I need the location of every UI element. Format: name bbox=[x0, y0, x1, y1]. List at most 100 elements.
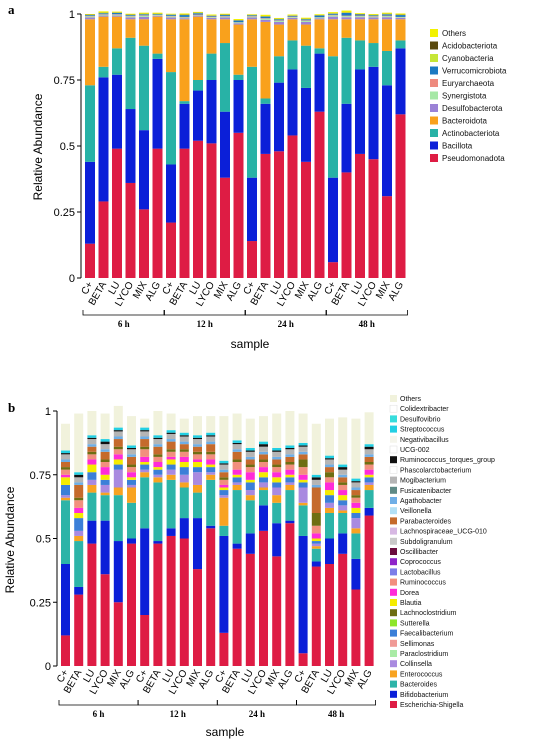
bar-segment-agathobacter bbox=[285, 454, 295, 457]
bar-segment-verrucomicrobiota bbox=[179, 15, 190, 17]
bar-segment-verrucomicrobiota bbox=[301, 19, 311, 21]
bar-segment-dorea bbox=[87, 459, 97, 465]
bar-segment-mogibacterium bbox=[153, 439, 163, 445]
bar-segment-ruminococcus bbox=[364, 464, 374, 470]
bar-segment-blautia bbox=[87, 464, 97, 473]
bar-segment-dorea bbox=[61, 474, 70, 478]
bar-segment-parabacteroides bbox=[193, 446, 202, 452]
bar-segment-bifidobacterium bbox=[298, 535, 308, 654]
bar-segment-enterococcus bbox=[338, 510, 348, 513]
bar-segment-faecalibacterium bbox=[219, 490, 229, 496]
bar-segment-lachnoclostridium bbox=[338, 482, 348, 485]
bar-segment-actinobacteriota bbox=[139, 45, 149, 131]
bar-segment-others bbox=[301, 17, 311, 19]
bar-segment-mogibacterium bbox=[179, 436, 189, 442]
legend-swatch bbox=[390, 497, 397, 504]
bar-segment-dorea bbox=[206, 459, 216, 465]
bar-segment-collinsella bbox=[311, 543, 321, 547]
bar-segment-others bbox=[328, 12, 338, 14]
bar-segment-pseudomonadota bbox=[98, 201, 109, 278]
bar-segment-dorea bbox=[364, 469, 374, 475]
bar-segment-streptococcus bbox=[272, 447, 282, 451]
bar-segment-pseudomonadota bbox=[233, 132, 244, 278]
bar-segment-agathobacter bbox=[193, 444, 202, 447]
bar-segment-escherichia-shigella bbox=[232, 548, 242, 666]
bar-segment-desulfobacterota bbox=[112, 15, 122, 17]
bar-segment-blautia bbox=[259, 472, 268, 478]
bar-segment-faecalibacterium bbox=[166, 464, 176, 470]
bar-segment-bacillota bbox=[287, 69, 298, 136]
legend-swatch bbox=[390, 558, 397, 566]
legend-label: Bacteroides bbox=[400, 682, 437, 689]
bar-segment-euryarchaeota bbox=[98, 14, 109, 15]
group-label: 6 h bbox=[93, 709, 105, 719]
bar-segment-bacteroides bbox=[232, 490, 242, 544]
bar-segment-escherichia-shigella bbox=[298, 653, 308, 666]
bar-segment-mogibacterium bbox=[140, 431, 150, 437]
bar-segment-ruminococcus bbox=[179, 451, 189, 457]
bar-segment-desulfobacterota bbox=[98, 15, 109, 17]
bar-segment-verrucomicrobiota bbox=[139, 14, 149, 16]
legend-label: Sellimonas bbox=[400, 641, 435, 648]
bar-segment-desulfobacterota bbox=[220, 17, 230, 20]
bar-segment-lachnoclostridium bbox=[272, 464, 282, 468]
bar-segment-dorea bbox=[113, 454, 123, 460]
bar-segment-ruminococcus bbox=[232, 462, 242, 470]
bar-segment-lachnoclostridium bbox=[153, 454, 163, 457]
bar-segment-escherichia-shigella bbox=[285, 523, 295, 666]
group-bracket bbox=[325, 310, 408, 316]
bar-segment-blautia bbox=[325, 490, 334, 496]
legend-label: Pseudomonadota bbox=[442, 154, 505, 163]
legend-swatch-bacteroidota bbox=[430, 116, 438, 125]
legend-label: Veillonella bbox=[400, 508, 432, 515]
bar-segment-collinsella bbox=[272, 487, 282, 496]
bar-segment-escherichia-shigella bbox=[100, 574, 110, 666]
bar-segment-ruminococcus bbox=[272, 467, 282, 473]
bar-segment-lachnoclostridium bbox=[61, 467, 70, 470]
bar-segment-ruminococcus-torques-group bbox=[193, 437, 202, 440]
bar-segment-mogibacterium bbox=[272, 451, 282, 457]
bar-segment-collinsella bbox=[140, 469, 150, 473]
bar-segment-streptococcus bbox=[206, 432, 216, 436]
legend-swatch bbox=[390, 537, 397, 545]
bar-segment-synergistota bbox=[193, 15, 203, 16]
bar-segment-others bbox=[247, 14, 257, 15]
bar-segment-lachnoclostridium bbox=[166, 449, 176, 452]
bar-segment-bacteroides bbox=[351, 533, 361, 559]
bar-segment-ruminococcus-torques-group bbox=[61, 453, 70, 455]
bar-segment-escherichia-shigella bbox=[193, 569, 202, 666]
bar-segment-others bbox=[74, 413, 84, 473]
bar-segment-lachnoclostridium bbox=[232, 459, 242, 462]
bar-segment-pseudomonadota bbox=[395, 114, 406, 278]
bar-segment-faecalibacterium bbox=[351, 513, 361, 519]
bar-segment-dorea bbox=[285, 469, 295, 475]
bar-segment-verrucomicrobiota bbox=[112, 12, 122, 15]
legend-label: Phascolarctobacterium bbox=[400, 467, 471, 474]
legend-label: Negativibacillus bbox=[400, 437, 449, 444]
chart-a: 00.250.50.751C+BETALULYCOMIXALGC+BETALUL… bbox=[54, 9, 507, 329]
bar-segment-faecalibacterium bbox=[100, 479, 110, 485]
bar-segment-mogibacterium bbox=[87, 439, 97, 445]
bar-segment-bacteroides bbox=[166, 479, 176, 529]
bar-segment-enterococcus bbox=[74, 535, 84, 542]
bar-segment-parabacteroides bbox=[87, 446, 97, 452]
bar-segment-collinsella bbox=[338, 505, 348, 511]
bar-segment-pseudomonadota bbox=[193, 140, 203, 278]
bar-segment-blautia bbox=[232, 474, 242, 478]
bar-segment-synergistota bbox=[274, 20, 284, 22]
bar-segment-desulfobacterota bbox=[206, 17, 217, 20]
bar-segment-agathobacter bbox=[179, 441, 189, 445]
legend-label: Desulfovibrio bbox=[400, 416, 441, 423]
bar-segment-collinsella bbox=[87, 479, 97, 485]
bar-segment-synergistota bbox=[206, 17, 217, 18]
y-tick-label: 0.75 bbox=[54, 75, 75, 87]
bar-segment-streptococcus bbox=[285, 445, 295, 448]
legend-swatch-euryarchaeota bbox=[430, 79, 438, 87]
legend-swatch bbox=[390, 507, 397, 515]
bar-segment-others bbox=[193, 416, 202, 436]
bar-segment-pseudomonadota bbox=[368, 159, 379, 278]
bar-segment-ruminococcus bbox=[206, 454, 216, 460]
bar-segment-dorea bbox=[219, 484, 229, 488]
bar-segment-agathobacter bbox=[153, 444, 163, 447]
bar-segment-lachnoclostridium bbox=[351, 495, 361, 498]
